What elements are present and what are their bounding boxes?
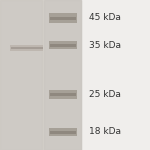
Bar — [0, 0, 42, 150]
Bar — [50, 13, 76, 23]
Bar — [44, 0, 81, 150]
Bar — [50, 90, 76, 99]
Text: 25 kDa: 25 kDa — [88, 90, 120, 99]
Bar — [50, 16, 76, 20]
Bar — [0, 0, 81, 150]
Bar — [11, 47, 43, 49]
Bar — [11, 45, 43, 51]
Bar — [81, 0, 150, 150]
Bar — [50, 131, 76, 134]
Bar — [50, 93, 76, 96]
Bar — [50, 44, 76, 47]
Bar — [50, 128, 76, 136]
Bar — [50, 41, 76, 49]
Text: 45 kDa: 45 kDa — [88, 14, 120, 22]
Text: 35 kDa: 35 kDa — [88, 40, 120, 50]
Text: 18 kDa: 18 kDa — [88, 128, 120, 136]
